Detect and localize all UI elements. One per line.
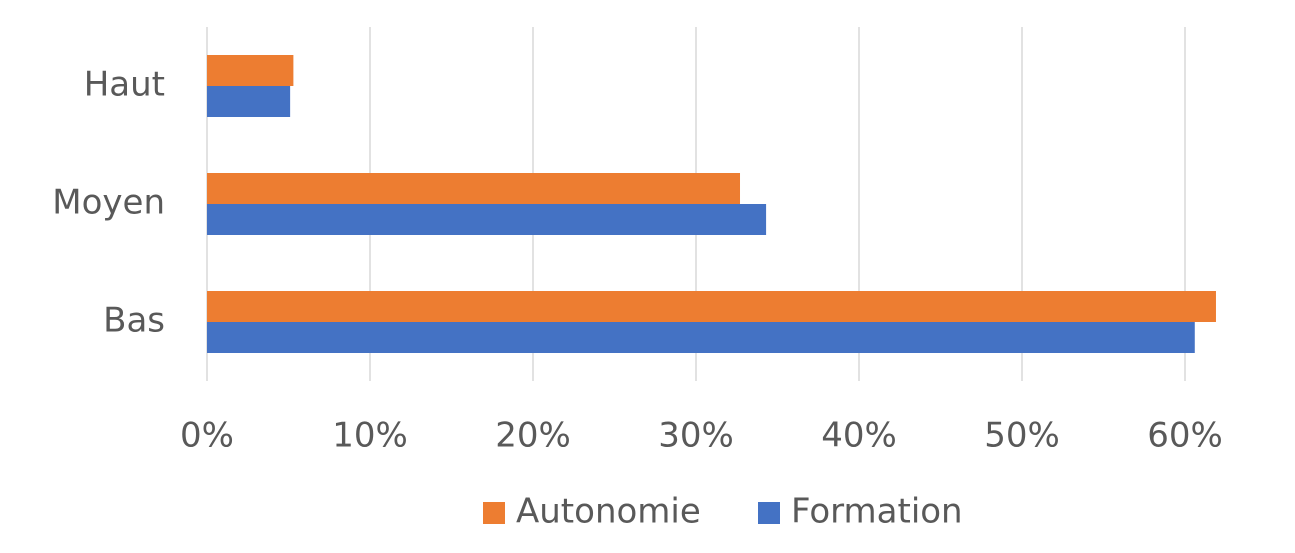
legend-label: Autonomie: [516, 492, 701, 532]
bar: [207, 204, 767, 235]
y-tick-label: Bas: [103, 301, 165, 341]
legend-label: Formation: [791, 492, 963, 532]
x-tick-label: 30%: [658, 416, 734, 456]
y-tick-label: Moyen: [52, 183, 165, 223]
bar: [207, 322, 1195, 353]
x-tick-label: 10%: [332, 416, 408, 456]
x-tick-label: 40%: [821, 416, 897, 456]
bar: [207, 86, 291, 117]
bar: [207, 173, 741, 204]
bar: [207, 291, 1216, 322]
bar: [207, 55, 294, 86]
x-tick-label: 20%: [495, 416, 571, 456]
legend-swatch: [483, 502, 505, 524]
legend-swatch: [758, 502, 780, 524]
y-tick-label: Haut: [84, 65, 165, 105]
x-tick-label: 50%: [984, 416, 1060, 456]
x-tick-label: 0%: [180, 416, 234, 456]
x-tick-label: 60%: [1147, 416, 1223, 456]
